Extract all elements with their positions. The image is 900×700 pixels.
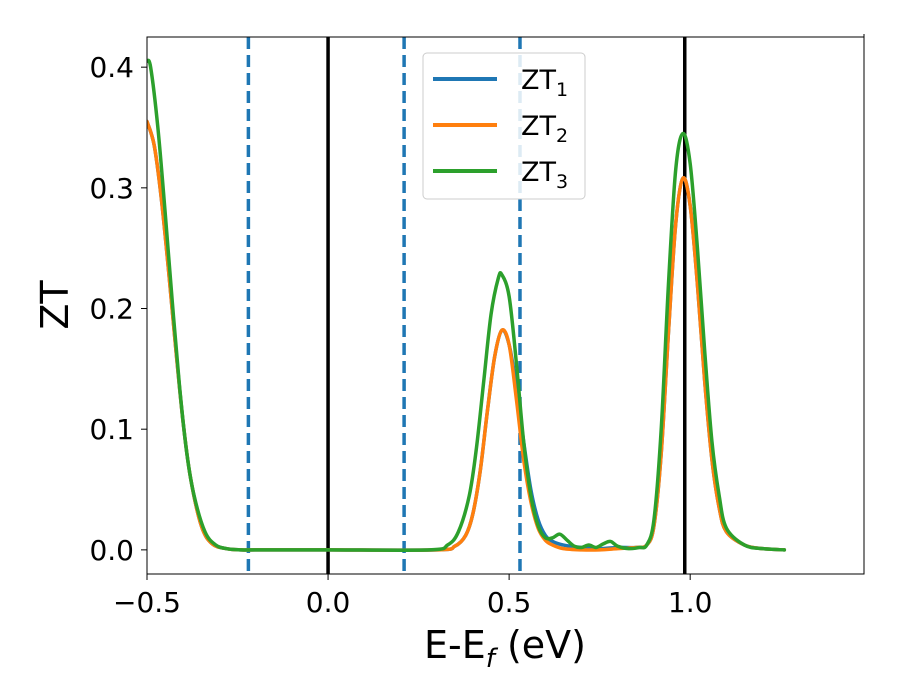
- x-axis-label: E-Ef (eV): [424, 623, 586, 674]
- x-tick-label: 0.0: [306, 586, 351, 619]
- y-tick-label: 0.0: [89, 534, 134, 567]
- y-axis: 0.0 0.1 0.2 0.3 0.4: [89, 51, 147, 567]
- y-tick-label: 0.3: [89, 172, 134, 205]
- y-tick-label: 0.1: [89, 413, 134, 446]
- legend-label-main: ZT: [521, 65, 556, 96]
- y-axis-label: ZT: [33, 280, 77, 330]
- x-tick-label: −0.5: [113, 586, 181, 619]
- legend-label-subscript: 1: [556, 79, 568, 101]
- y-tick-label: 0.2: [89, 293, 134, 326]
- series-layer: [147, 58, 787, 552]
- x-axis: −0.5 0.0 0.5 1.0: [113, 34, 865, 619]
- legend-label-2: ZT2: [521, 111, 568, 147]
- legend-label-1: ZT1: [521, 65, 568, 101]
- legend-label-3: ZT3: [521, 157, 568, 193]
- legend-label-subscript: 3: [556, 171, 568, 193]
- x-axis-label-main: E-E: [424, 623, 486, 667]
- series-line-3: [147, 58, 787, 552]
- legend-box: [422, 52, 586, 200]
- reference-lines: [246, 37, 687, 574]
- y-tick-label: 0.4: [89, 51, 134, 84]
- legend-label-subscript: 2: [556, 125, 568, 147]
- x-tick-label: 1.0: [668, 586, 713, 619]
- x-axis-label-suffix: (eV): [495, 623, 586, 667]
- legend-label-main: ZT: [521, 157, 556, 188]
- x-tick-label: 0.5: [487, 586, 532, 619]
- axes-frame: [146, 36, 865, 575]
- legend-label-main: ZT: [521, 111, 556, 142]
